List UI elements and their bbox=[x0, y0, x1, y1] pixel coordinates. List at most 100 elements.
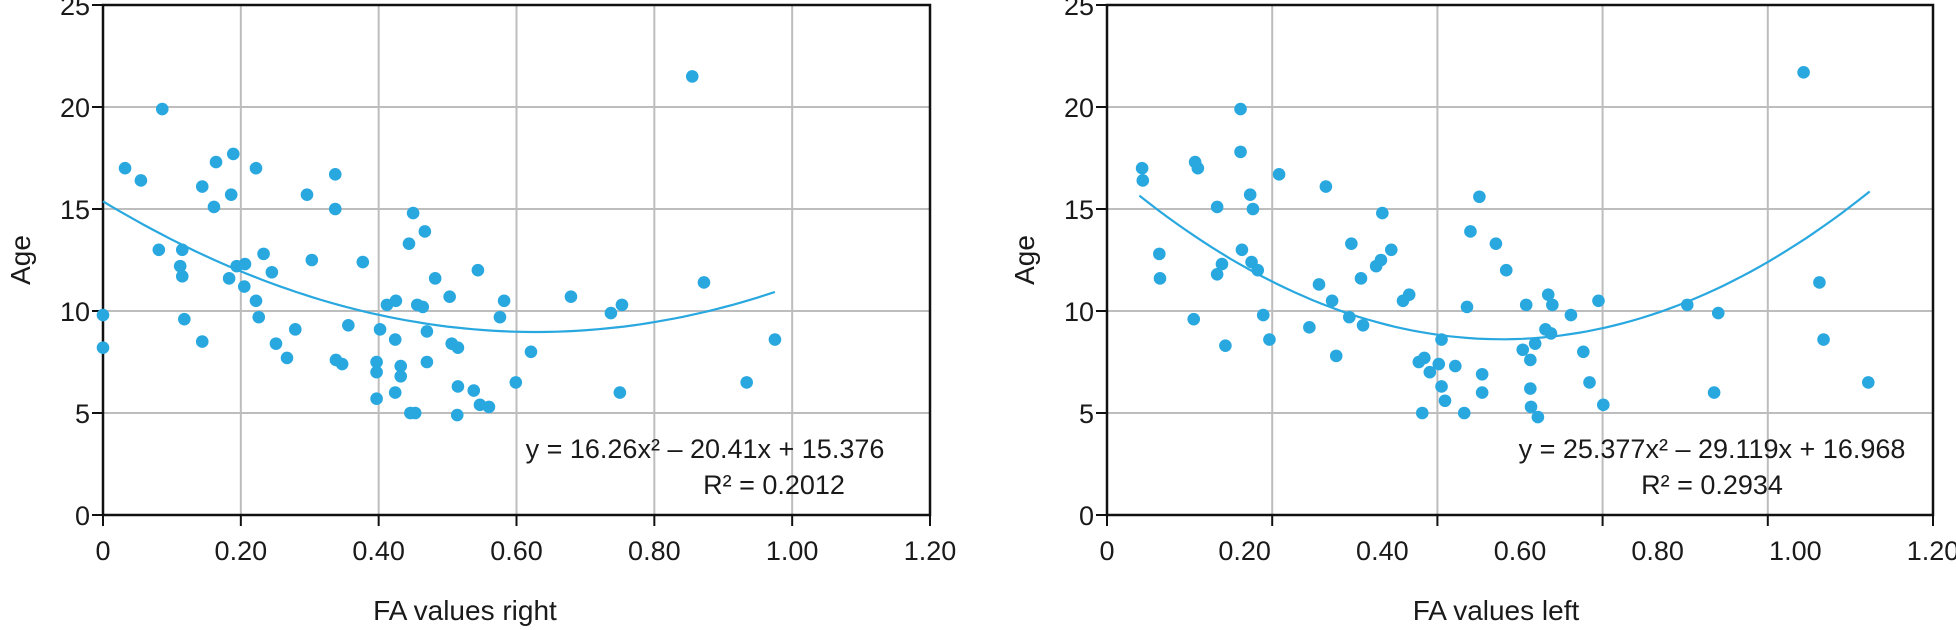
x-tick-label: 0.20 bbox=[1218, 536, 1271, 566]
data-point bbox=[373, 323, 387, 336]
data-point bbox=[1423, 365, 1437, 379]
data-point bbox=[222, 272, 236, 285]
data-point bbox=[118, 161, 132, 175]
data-point bbox=[173, 259, 187, 273]
plot-area-frame bbox=[101, 3, 932, 517]
data-point bbox=[249, 294, 263, 308]
data-point bbox=[1544, 327, 1558, 340]
data-point bbox=[604, 306, 618, 320]
data-point bbox=[1499, 263, 1513, 277]
data-point bbox=[1303, 321, 1316, 334]
data-point bbox=[1319, 180, 1333, 193]
data-point bbox=[1251, 263, 1265, 277]
data-point bbox=[356, 255, 370, 269]
x-tick-label: 0.40 bbox=[1356, 536, 1409, 566]
data-point bbox=[1448, 359, 1462, 373]
data-point bbox=[249, 161, 263, 175]
data-point bbox=[1546, 298, 1559, 312]
data-point bbox=[1329, 349, 1343, 363]
data-point bbox=[1234, 102, 1247, 116]
data-point bbox=[394, 359, 408, 373]
data-point bbox=[155, 102, 169, 116]
x-tick-label: 0.20 bbox=[215, 536, 268, 566]
data-point bbox=[1435, 333, 1448, 346]
x-tick-label: 0.60 bbox=[490, 536, 543, 566]
data-point bbox=[1187, 312, 1201, 326]
data-point bbox=[1531, 410, 1545, 424]
data-point bbox=[1475, 367, 1489, 381]
data-point bbox=[1577, 345, 1590, 359]
data-point bbox=[1272, 168, 1286, 181]
chart-panel-1: 0 5 10 15 20 25 0 0.20 0.40 0.60 0.80 1.00 1.20 FA va… bbox=[5, 0, 956, 626]
data-point bbox=[1524, 382, 1537, 395]
data-point bbox=[1210, 200, 1224, 214]
data-point bbox=[209, 155, 223, 169]
data-point bbox=[1342, 310, 1356, 324]
data-point bbox=[1438, 394, 1452, 408]
y-tick-label: 20 bbox=[1064, 93, 1094, 123]
r-squared-label: R² = 0.2934 bbox=[1641, 470, 1783, 500]
data-point bbox=[493, 310, 507, 324]
data-point bbox=[388, 386, 402, 399]
data-point bbox=[1243, 188, 1257, 202]
data-point bbox=[1325, 294, 1339, 308]
data-point bbox=[152, 243, 166, 257]
data-point bbox=[1707, 386, 1721, 399]
data-point bbox=[1191, 161, 1205, 175]
data-point bbox=[1473, 190, 1486, 204]
data-point bbox=[1234, 145, 1247, 159]
data-point bbox=[1432, 357, 1446, 371]
data-point bbox=[178, 312, 191, 326]
data-point bbox=[269, 337, 283, 350]
trendline bbox=[1138, 190, 1871, 341]
x-tick-label: 0.80 bbox=[1631, 536, 1684, 566]
x-tick-label: 0.40 bbox=[352, 536, 405, 566]
data-point bbox=[1457, 406, 1471, 420]
data-point bbox=[1564, 308, 1578, 322]
data-point bbox=[482, 400, 496, 414]
data-point bbox=[402, 237, 416, 250]
r-squared-label: R² = 0.2012 bbox=[703, 470, 845, 500]
y-tick-label: 15 bbox=[1064, 195, 1094, 225]
data-point bbox=[175, 270, 189, 283]
data-point bbox=[471, 263, 485, 277]
data-point bbox=[1516, 343, 1530, 357]
data-point bbox=[1475, 386, 1489, 399]
data-point bbox=[238, 257, 252, 271]
data-point bbox=[1528, 337, 1542, 350]
data-point bbox=[252, 310, 266, 324]
data-point bbox=[408, 406, 422, 420]
data-point bbox=[335, 357, 349, 371]
y-tick-label: 25 bbox=[1064, 0, 1094, 21]
x-tick-label: 1.20 bbox=[1907, 536, 1956, 566]
chart-panel-2: 0 5 10 15 20 25 0 0.20 0.40 0.60 0.80 1.00 1.20 FA va… bbox=[1009, 0, 1956, 626]
data-point bbox=[451, 380, 465, 393]
x-tick-label: 1.20 bbox=[904, 536, 957, 566]
data-point bbox=[134, 174, 148, 187]
data-point bbox=[467, 384, 481, 397]
data-point bbox=[1418, 351, 1431, 365]
data-point bbox=[257, 247, 270, 261]
data-point bbox=[389, 294, 403, 308]
data-point bbox=[195, 180, 209, 193]
data-point bbox=[305, 253, 319, 267]
data-point bbox=[509, 376, 523, 389]
data-point bbox=[1246, 202, 1260, 216]
data-point bbox=[370, 392, 383, 406]
data-point bbox=[1797, 66, 1810, 79]
data-point bbox=[768, 333, 782, 346]
data-point bbox=[1136, 174, 1150, 187]
data-point bbox=[1215, 257, 1229, 271]
data-point bbox=[1354, 272, 1368, 285]
data-point bbox=[328, 202, 342, 216]
data-point bbox=[265, 265, 279, 279]
data-point bbox=[342, 318, 355, 332]
data-point bbox=[428, 272, 442, 285]
x-axis-title: FA values left bbox=[1413, 595, 1580, 626]
data-point bbox=[1135, 161, 1149, 175]
data-point bbox=[406, 206, 420, 220]
data-point bbox=[1524, 353, 1537, 367]
y-tick-label: 5 bbox=[1079, 399, 1094, 429]
data-point bbox=[195, 335, 209, 348]
data-point bbox=[288, 323, 302, 336]
